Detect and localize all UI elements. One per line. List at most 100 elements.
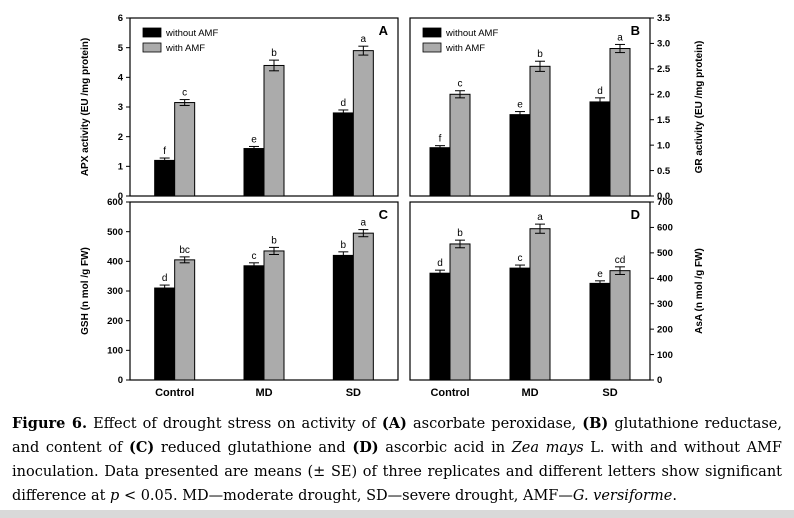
- bar-with-amf: [529, 228, 551, 381]
- legend-swatch: [422, 42, 442, 53]
- x-category-label: MD: [255, 387, 272, 399]
- legend: without AMF with AMF: [422, 27, 498, 54]
- bar-without-amf: [509, 267, 531, 381]
- significance-letter: a: [361, 34, 367, 45]
- significance-letter: f: [439, 134, 442, 145]
- y-tick-label: 2.5: [657, 64, 671, 75]
- bar-without-amf: [589, 282, 611, 381]
- legend-swatch: [142, 27, 162, 38]
- bar-without-amf: [332, 254, 354, 381]
- y-axis-label: GSH (n mol /g FW): [80, 247, 91, 335]
- legend-swatch: [422, 27, 442, 38]
- y-tick-label: 3: [118, 102, 123, 113]
- significance-letter: c: [518, 253, 523, 264]
- significance-letter: e: [597, 269, 603, 280]
- caption-segment: G. versiforme: [572, 488, 673, 504]
- caption-segment: (D): [352, 439, 379, 456]
- panel-letter: B: [631, 23, 640, 38]
- legend-label: without AMF: [165, 28, 218, 39]
- bar-with-amf: [263, 250, 285, 381]
- bar-without-amf: [589, 101, 611, 197]
- y-tick-label: 5: [118, 43, 124, 54]
- y-tick-label: 300: [657, 299, 673, 310]
- legend-swatch: [142, 42, 162, 53]
- bar-without-amf: [154, 159, 176, 197]
- caption-segment: reduced glutathione and: [154, 440, 353, 456]
- significance-letter: bc: [179, 245, 190, 256]
- y-tick-label: 1.5: [657, 115, 671, 126]
- bar-with-amf: [529, 65, 551, 197]
- significance-letter: d: [597, 86, 603, 97]
- bar-with-amf: [449, 243, 471, 381]
- bar-with-amf: [449, 93, 471, 197]
- significance-letter: b: [537, 49, 543, 60]
- x-category-label: SD: [346, 387, 361, 399]
- caption-segment: (B): [582, 415, 609, 432]
- panel-letter: C: [379, 207, 389, 222]
- y-tick-label: 0: [118, 191, 123, 202]
- significance-letter: e: [517, 100, 523, 111]
- y-tick-label: 1.0: [657, 140, 670, 151]
- significance-letter: a: [537, 212, 543, 223]
- y-tick-label: 700: [657, 197, 673, 208]
- bar-with-amf: [609, 48, 631, 197]
- panel-letter: A: [379, 23, 389, 38]
- y-tick-label: 6: [118, 13, 123, 24]
- significance-letter: c: [458, 79, 463, 90]
- significance-letter: c: [252, 251, 257, 262]
- y-axis-label: AsA (n mol /g FW): [694, 248, 705, 334]
- y-tick-label: 4: [118, 73, 124, 84]
- y-tick-label: 600: [107, 197, 123, 208]
- significance-letter: d: [162, 273, 168, 284]
- legend-label: with AMF: [165, 43, 205, 54]
- y-tick-label: 0: [118, 375, 123, 386]
- y-axis-label: GR activity (EU /mg protein): [694, 41, 705, 174]
- legend-label: with AMF: [445, 43, 485, 54]
- y-tick-label: 200: [657, 324, 673, 335]
- caption-segment: L. with and without AMF inoculation. Dat…: [12, 440, 782, 504]
- bar-without-amf: [429, 147, 451, 197]
- y-tick-label: 1: [118, 162, 124, 173]
- significance-letter: a: [361, 218, 367, 229]
- significance-letter: cd: [615, 255, 626, 266]
- y-tick-label: 100: [107, 346, 123, 357]
- y-tick-label: 3.0: [657, 39, 670, 50]
- significance-letter: f: [163, 146, 166, 157]
- significance-letter: c: [182, 88, 187, 99]
- bar-without-amf: [332, 112, 354, 197]
- y-tick-label: 600: [657, 223, 673, 234]
- caption-segment: < 0.05. MD—moderate drought, SD—severe d…: [119, 488, 573, 504]
- x-category-label: Control: [155, 387, 194, 399]
- figure-caption: Figure 6. Effect of drought stress on ac…: [12, 412, 782, 508]
- y-tick-label: 2: [118, 132, 123, 143]
- bar-with-amf: [352, 232, 374, 381]
- x-category-label: Control: [430, 387, 469, 399]
- y-axis-label: APX activity (EU /mg protein): [80, 38, 91, 176]
- bar-without-amf: [509, 114, 531, 197]
- significance-letter: b: [341, 240, 347, 251]
- x-category-label: MD: [521, 387, 538, 399]
- y-tick-label: 500: [107, 227, 123, 238]
- significance-letter: d: [437, 258, 443, 269]
- caption-segment: (A): [381, 415, 407, 432]
- bar-without-amf: [243, 265, 265, 381]
- y-tick-label: 300: [107, 286, 123, 297]
- y-tick-label: 0.0: [657, 191, 670, 202]
- y-tick-label: 400: [657, 273, 673, 284]
- caption-segment: Figure 6.: [12, 415, 88, 432]
- significance-letter: b: [271, 235, 277, 246]
- y-tick-label: 200: [107, 316, 123, 327]
- significance-letter: e: [251, 134, 257, 145]
- caption-segment: glutathione reductase, and content of: [12, 416, 782, 456]
- significance-letter: b: [271, 48, 277, 59]
- y-tick-label: 100: [657, 350, 673, 361]
- bar-without-amf: [429, 272, 451, 381]
- significance-letter: d: [341, 98, 347, 109]
- bar-with-amf: [263, 64, 285, 197]
- panel-C: 0 100 200 300 400 500 600 d bc Control c b MD b a SD C GS…: [80, 197, 399, 399]
- caption-segment: ascorbic acid in: [378, 440, 512, 456]
